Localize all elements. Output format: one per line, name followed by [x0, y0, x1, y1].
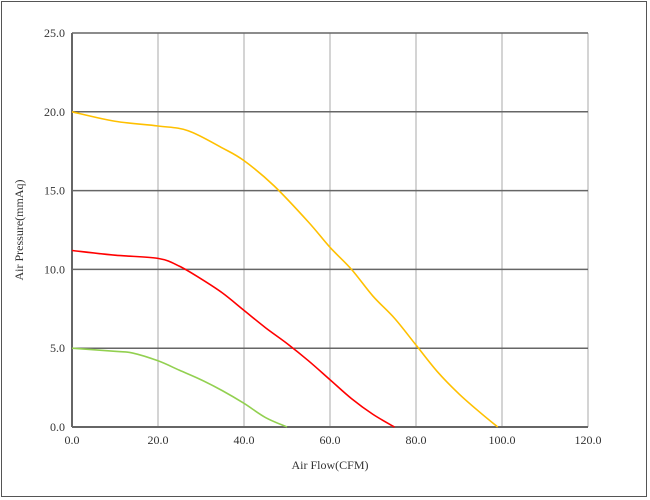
- y-tick-label: 0.0: [50, 420, 65, 434]
- x-tick-label: 60.0: [320, 433, 341, 447]
- series-line-medium: [71, 249, 395, 428]
- x-tick-label: 120.0: [575, 433, 602, 447]
- x-axis-label: Air Flow(CFM): [291, 458, 368, 472]
- series-line-low: [71, 347, 288, 428]
- x-tick-label: 80.0: [406, 433, 427, 447]
- x-tick-label: 100.0: [489, 433, 516, 447]
- y-tick-label: 5.0: [50, 341, 65, 355]
- y-tick-label: 15.0: [44, 184, 65, 198]
- y-tick-label: 20.0: [44, 105, 65, 119]
- x-tick-label: 40.0: [234, 433, 255, 447]
- y-tick-label: 10.0: [44, 262, 65, 276]
- x-tick-label: 20.0: [148, 433, 169, 447]
- y-tick-label: 25.0: [44, 26, 65, 40]
- series-line-high: [71, 111, 499, 428]
- y-axis-label: Air Pressure(mmAq): [12, 180, 26, 281]
- x-tick-label: 0.0: [65, 433, 80, 447]
